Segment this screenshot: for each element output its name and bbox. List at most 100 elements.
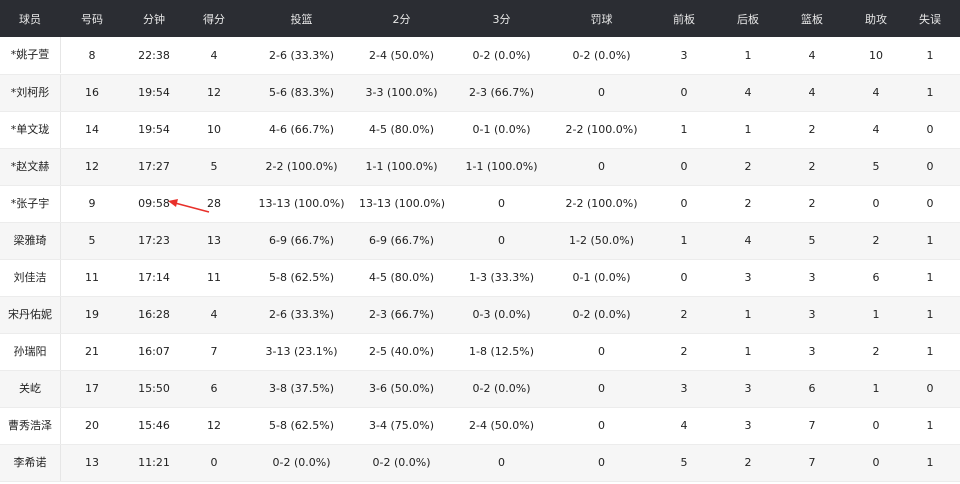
- cell-player-name: *单文珑: [0, 111, 61, 148]
- cell-three-pointers: 0: [498, 234, 505, 247]
- cell-defensive-rebounds: 1: [744, 123, 752, 136]
- cell-minutes: 17:27: [138, 160, 170, 173]
- column-header-player-name: 球员: [19, 12, 41, 26]
- cell-free-throws: 0: [598, 86, 605, 99]
- cell-points: 28: [207, 197, 221, 210]
- cell-two-pointers: 4-5 (80.0%): [369, 123, 434, 136]
- cell-points: 11: [207, 271, 221, 284]
- cell-turnovers: 1: [926, 86, 934, 99]
- cell-two-pointers: 4-5 (80.0%): [369, 271, 434, 284]
- cell-field-goals: 0-2 (0.0%): [272, 456, 331, 469]
- cell-assists: 2: [872, 234, 880, 247]
- cell-offensive-rebounds: 1: [680, 234, 688, 247]
- cell-player-name: 梁雅琦: [0, 222, 61, 259]
- cell-defensive-rebounds: 4: [744, 234, 752, 247]
- table-row: 宋丹佑妮 19 16:28 4 2-6 (33.3%) 2-3 (66.7%) 0-3 (0…: [0, 296, 960, 333]
- cell-three-pointers: 0: [498, 456, 505, 469]
- cell-three-pointers: 2-4 (50.0%): [469, 419, 534, 432]
- cell-free-throws: 0-2 (0.0%): [572, 48, 631, 62]
- cell-turnovers: 0: [926, 382, 934, 395]
- cell-three-pointers: 1-1 (100.0%): [465, 160, 538, 173]
- player-name-text: *赵文赫: [0, 148, 61, 185]
- cell-player-name: *赵文赫: [0, 148, 61, 185]
- cell-points: 13: [207, 234, 221, 247]
- column-header-three-pointers: 3分: [492, 12, 511, 26]
- column-header-field-goals: 投篮: [290, 12, 313, 26]
- cell-field-goals: 4-6 (66.7%): [269, 123, 334, 136]
- cell-points: 6: [210, 382, 218, 395]
- cell-points: 4: [210, 48, 218, 62]
- cell-three-pointers: 1-8 (12.5%): [469, 345, 534, 358]
- column-header-two-pointers: 2分: [392, 12, 411, 26]
- cell-free-throws: 0: [598, 382, 605, 395]
- cell-free-throws: 0: [598, 419, 605, 432]
- cell-free-throws: 0: [598, 160, 605, 173]
- cell-jersey-number: 13: [85, 456, 99, 469]
- table-row: 孙瑞阳 21 16:07 7 3-13 (23.1%) 2-5 (40.0%) 1-8 (1…: [0, 333, 960, 370]
- column-header-minutes: 分钟: [143, 12, 165, 26]
- cell-minutes: 11:21: [138, 456, 170, 469]
- cell-points: 5: [210, 160, 218, 173]
- cell-minutes: 22:38: [138, 48, 170, 62]
- cell-jersey-number: 12: [85, 160, 99, 173]
- cell-three-pointers: 0-2 (0.0%): [472, 48, 531, 62]
- cell-defensive-rebounds: 2: [744, 197, 752, 210]
- cell-field-goals: 5-6 (83.3%): [269, 86, 334, 99]
- cell-turnovers: 0: [926, 160, 934, 173]
- cell-jersey-number: 14: [85, 123, 99, 136]
- cell-field-goals: 2-6 (33.3%): [269, 308, 334, 321]
- table-body: *姚子萱 8 22:38 4 2-6 (33.3%) 2-4 (50.0%) 0-2 (0.…: [0, 37, 960, 481]
- cell-minutes: 17:23: [138, 234, 170, 247]
- cell-defensive-rebounds: 1: [744, 48, 752, 62]
- cell-minutes: 16:07: [138, 345, 170, 358]
- cell-turnovers: 1: [926, 234, 934, 247]
- cell-two-pointers: 2-5 (40.0%): [369, 345, 434, 358]
- cell-minutes: 19:54: [138, 86, 170, 99]
- cell-three-pointers: 0-2 (0.0%): [472, 382, 531, 395]
- cell-total-rebounds: 6: [808, 382, 816, 395]
- cell-free-throws: 0: [598, 345, 605, 358]
- cell-jersey-number: 19: [85, 308, 99, 321]
- cell-field-goals: 3-13 (23.1%): [265, 345, 338, 358]
- cell-three-pointers: 0-3 (0.0%): [472, 308, 531, 321]
- cell-defensive-rebounds: 3: [744, 419, 752, 432]
- cell-player-name: *刘柯彤: [0, 74, 61, 111]
- cell-offensive-rebounds: 3: [680, 382, 688, 395]
- cell-assists: 0: [872, 419, 880, 432]
- cell-defensive-rebounds: 2: [744, 456, 752, 469]
- cell-minutes: 15:46: [138, 419, 170, 432]
- cell-offensive-rebounds: 0: [680, 160, 688, 173]
- column-header-points: 得分: [203, 12, 225, 26]
- cell-offensive-rebounds: 3: [680, 48, 688, 62]
- cell-defensive-rebounds: 3: [744, 382, 752, 395]
- cell-two-pointers: 0-2 (0.0%): [372, 456, 431, 469]
- cell-offensive-rebounds: 4: [680, 419, 688, 432]
- column-header-jersey-number: 号码: [81, 12, 103, 26]
- cell-points: 12: [207, 86, 221, 99]
- table-row: *姚子萱 8 22:38 4 2-6 (33.3%) 2-4 (50.0%) 0-2 (0.…: [0, 37, 960, 74]
- cell-assists: 4: [872, 86, 880, 99]
- player-name-text: 宋丹佑妮: [0, 296, 61, 333]
- cell-total-rebounds: 7: [808, 456, 816, 469]
- cell-total-rebounds: 3: [808, 271, 816, 284]
- cell-total-rebounds: 2: [808, 160, 816, 173]
- table-row: 关屹 17 15:50 6 3-8 (37.5%) 3-6 (50.0%) 0-2 (0.0…: [0, 370, 960, 407]
- cell-turnovers: 1: [926, 456, 934, 469]
- table-row: 曹秀浩泽 20 15:46 12 5-8 (62.5%) 3-4 (75.0%) 2-4 (…: [0, 407, 960, 444]
- cell-minutes: 09:58: [138, 197, 170, 210]
- player-name-text: *姚子萱: [0, 37, 61, 74]
- cell-defensive-rebounds: 4: [744, 86, 752, 99]
- cell-field-goals: 3-8 (37.5%): [269, 382, 334, 395]
- cell-jersey-number: 16: [85, 86, 99, 99]
- cell-points: 10: [207, 123, 221, 136]
- cell-points: 7: [210, 345, 218, 358]
- cell-offensive-rebounds: 1: [680, 123, 688, 136]
- cell-assists: 2: [872, 345, 880, 358]
- table-row: *刘柯彤 16 19:54 12 5-6 (83.3%) 3-3 (100.0%) 2-3 …: [0, 74, 960, 111]
- player-name-text: *刘柯彤: [0, 74, 61, 111]
- cell-points: 4: [210, 308, 218, 321]
- cell-turnovers: 1: [926, 271, 934, 284]
- cell-minutes: 16:28: [138, 308, 170, 321]
- cell-total-rebounds: 4: [808, 86, 816, 99]
